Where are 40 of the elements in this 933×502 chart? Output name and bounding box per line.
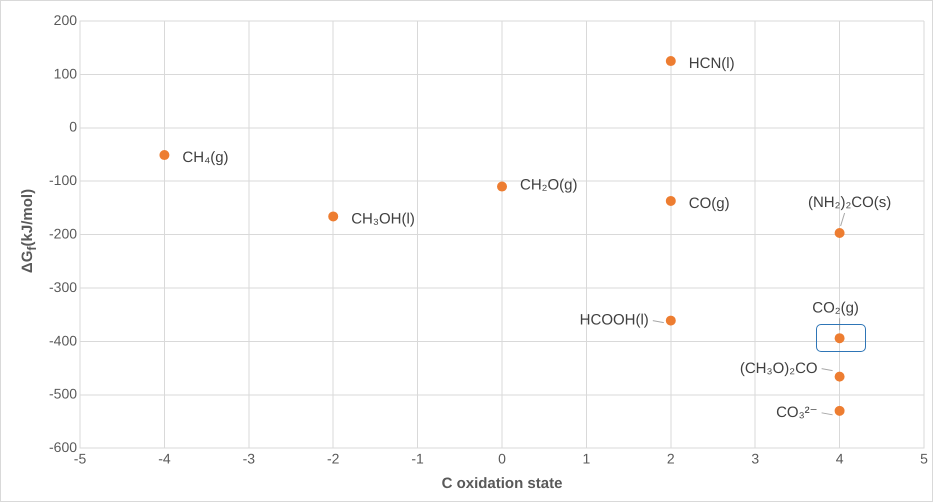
annotation: CH₄(g) — [182, 149, 229, 166]
annotation: (CH₃O)₂CO — [740, 360, 818, 377]
x-tick-label: -2 — [326, 450, 340, 466]
annotation: (NH₂)₂CO(s) — [808, 194, 892, 212]
x-tick-label: -1 — [411, 450, 424, 466]
annotation: HCN(l) — [688, 55, 735, 72]
x-tick-label: 5 — [920, 450, 928, 466]
y-tick-label: -100 — [48, 172, 78, 188]
x-tick-label: 0 — [498, 450, 506, 466]
point — [666, 316, 676, 326]
annotation: CO(g) — [688, 195, 730, 212]
annotation: CO₃²⁻ — [776, 404, 818, 421]
point — [666, 56, 676, 66]
point — [834, 228, 845, 238]
annotation: CO₂(g) — [812, 299, 859, 316]
point — [159, 150, 170, 160]
point — [328, 211, 338, 222]
annotation: CH₂O(g) — [520, 176, 578, 194]
annotation: CH₃OH(l) — [351, 210, 415, 228]
x-tick-label: -3 — [242, 450, 256, 466]
y-tick-label: 200 — [54, 12, 78, 28]
y-tick-label: 0 — [69, 118, 78, 135]
point — [834, 333, 845, 344]
x-tick-label: 1 — [582, 450, 591, 466]
annotation: HCOOH(l) — [580, 312, 649, 329]
x-tick-label: 2 — [666, 450, 675, 466]
x-axis-title: C oxidation state — [442, 475, 562, 492]
point — [666, 196, 676, 206]
y-tick-label: 100 — [54, 65, 78, 82]
point — [834, 372, 845, 382]
y-tick-label: -600 — [48, 439, 78, 456]
x-tick-label: 3 — [751, 450, 760, 466]
x-tick-label: -4 — [158, 450, 171, 466]
y-tick-label: -200 — [48, 225, 78, 242]
y-tick-label: -300 — [48, 278, 78, 295]
y-tick-label: -500 — [48, 386, 78, 402]
y-tick-label: -400 — [48, 332, 78, 348]
point — [497, 182, 508, 192]
x-tick-label: 4 — [836, 450, 844, 466]
point — [834, 406, 845, 416]
